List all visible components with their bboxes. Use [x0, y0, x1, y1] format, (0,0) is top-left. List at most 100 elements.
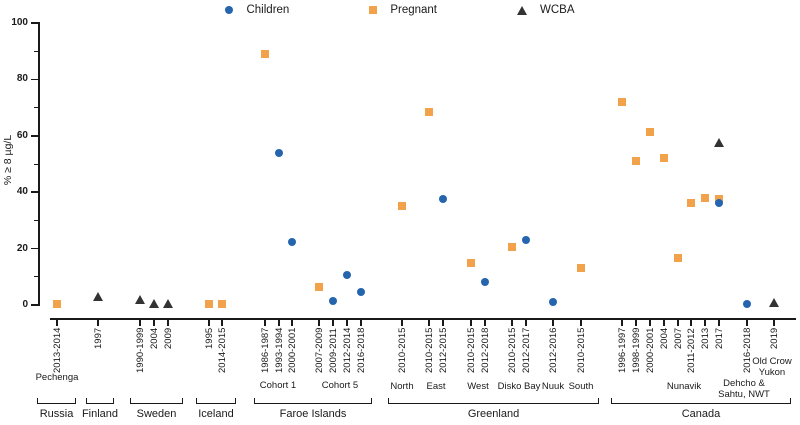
y-tick-label: 20 — [16, 242, 28, 254]
y-minor-tick — [34, 50, 38, 52]
legend-label: Children — [246, 4, 290, 16]
country-label: Finland — [81, 408, 119, 420]
x-tick-year-label: 1990-1999 — [134, 328, 146, 374]
x-tick — [97, 320, 99, 326]
region-sublabel: Nunavik — [624, 381, 744, 393]
x-tick-year-label: 2012-2017 — [520, 328, 532, 374]
y-minor-tick — [34, 107, 38, 109]
region-sublabel: Cohort 5 — [280, 380, 400, 392]
legend-item-children: Children — [225, 4, 289, 16]
x-tick-year-label: 1995 — [203, 328, 215, 350]
point-children — [288, 237, 296, 246]
region-sublabel: South — [521, 381, 641, 393]
country-label: Greenland — [467, 408, 520, 420]
point-pregnant — [398, 202, 406, 211]
y-tick-label: 0 — [22, 299, 28, 310]
x-tick-year-label: 1993-1994 — [273, 328, 285, 374]
point-wcba — [163, 299, 173, 309]
legend-triangle-icon — [517, 5, 527, 15]
point-children — [481, 278, 489, 287]
x-tick — [167, 320, 169, 326]
x-tick — [718, 320, 720, 326]
x-tick-year-label: 1997 — [92, 328, 104, 350]
x-tick — [401, 320, 403, 326]
country-bracket — [86, 398, 114, 404]
country-bracket — [388, 398, 599, 404]
legend-circle-icon — [225, 6, 234, 14]
region-sublabel: Old Crow Yukon — [712, 356, 800, 378]
point-pregnant — [687, 199, 695, 208]
region-sublabel-line: Nunavik — [666, 381, 702, 392]
x-tick-year-label: 1996-1997 — [616, 328, 628, 374]
point-children — [357, 288, 365, 297]
x-tick — [291, 320, 293, 326]
point-pregnant — [425, 107, 433, 116]
country-bracket — [130, 398, 183, 404]
x-tick-year-label: 2009-2011 — [327, 328, 339, 373]
region-sublabel-line: Disko Bay — [497, 381, 541, 392]
x-tick-year-label: 2010-2015 — [396, 328, 408, 374]
region-sublabel: Nuuk — [493, 381, 613, 393]
region-sublabel-line: Sahtu, NWT — [718, 388, 770, 400]
region-sublabel-line: Old Crow — [752, 356, 792, 367]
x-tick — [649, 320, 651, 326]
x-tick-year-label: 2011-2012 — [685, 328, 697, 373]
x-tick-year-label: 1986-1987 — [259, 328, 271, 374]
point-pregnant — [577, 264, 585, 273]
x-tick — [360, 320, 362, 326]
y-major-tick — [31, 304, 38, 306]
y-minor-tick — [34, 219, 38, 221]
x-tick-year-label: 2012-2016 — [547, 328, 559, 374]
point-children — [343, 271, 351, 280]
country-label: Faroe Islands — [279, 408, 347, 420]
region-sublabel-line: West — [467, 381, 489, 392]
x-tick — [56, 320, 58, 326]
point-pregnant — [53, 299, 61, 308]
y-tick-label: 40 — [16, 186, 28, 198]
point-pregnant — [701, 193, 709, 202]
point-wcba — [714, 138, 724, 148]
y-tick-label: 60 — [16, 129, 28, 141]
legend-square-icon — [369, 6, 378, 14]
point-pregnant — [508, 243, 516, 252]
x-tick — [153, 320, 155, 326]
region-sublabel: East — [376, 381, 496, 393]
x-tick-year-label: 2010-2015 — [506, 328, 518, 374]
x-tick — [580, 320, 582, 326]
point-pregnant — [674, 254, 682, 263]
x-tick — [470, 320, 472, 326]
x-tick — [621, 320, 623, 326]
x-tick-year-label: 2007 — [672, 328, 684, 350]
region-sublabel-line: Nuuk — [541, 381, 565, 392]
y-major-tick — [31, 22, 38, 24]
legend-label: Pregnant — [390, 4, 437, 16]
point-children — [743, 299, 751, 308]
x-axis-line — [50, 318, 796, 320]
point-pregnant — [646, 127, 654, 136]
x-tick — [746, 320, 748, 326]
x-tick-year-label: 2010-2015 — [465, 328, 477, 374]
region-sublabel: Cohort 1 — [218, 380, 338, 392]
y-tick-label: 100 — [11, 17, 28, 28]
region-sublabel: West — [418, 381, 538, 393]
country-label: Sweden — [136, 408, 177, 420]
region-sublabel-line: Yukon — [758, 366, 786, 378]
region-sublabel-line: East — [426, 381, 446, 392]
point-pregnant — [467, 258, 475, 267]
x-tick-year-label: 2004 — [148, 328, 160, 350]
point-pregnant — [632, 157, 640, 166]
x-tick-year-label: 2010-2015 — [423, 328, 435, 374]
country-label: Russia — [39, 408, 74, 420]
country-bracket — [196, 398, 236, 404]
region-sublabel: Dehcho & Sahtu, NWT — [684, 378, 800, 400]
x-tick-year-label: 2013 — [699, 328, 711, 350]
x-tick-year-label: 2012-2018 — [479, 328, 491, 374]
x-tick — [525, 320, 527, 326]
region-sublabel-line: Cohort 5 — [321, 380, 359, 391]
x-tick-year-label: 2010-2015 — [575, 328, 587, 374]
x-tick-year-label: 2014-2015 — [216, 328, 228, 374]
x-tick — [278, 320, 280, 326]
x-tick — [484, 320, 486, 326]
x-tick — [442, 320, 444, 326]
